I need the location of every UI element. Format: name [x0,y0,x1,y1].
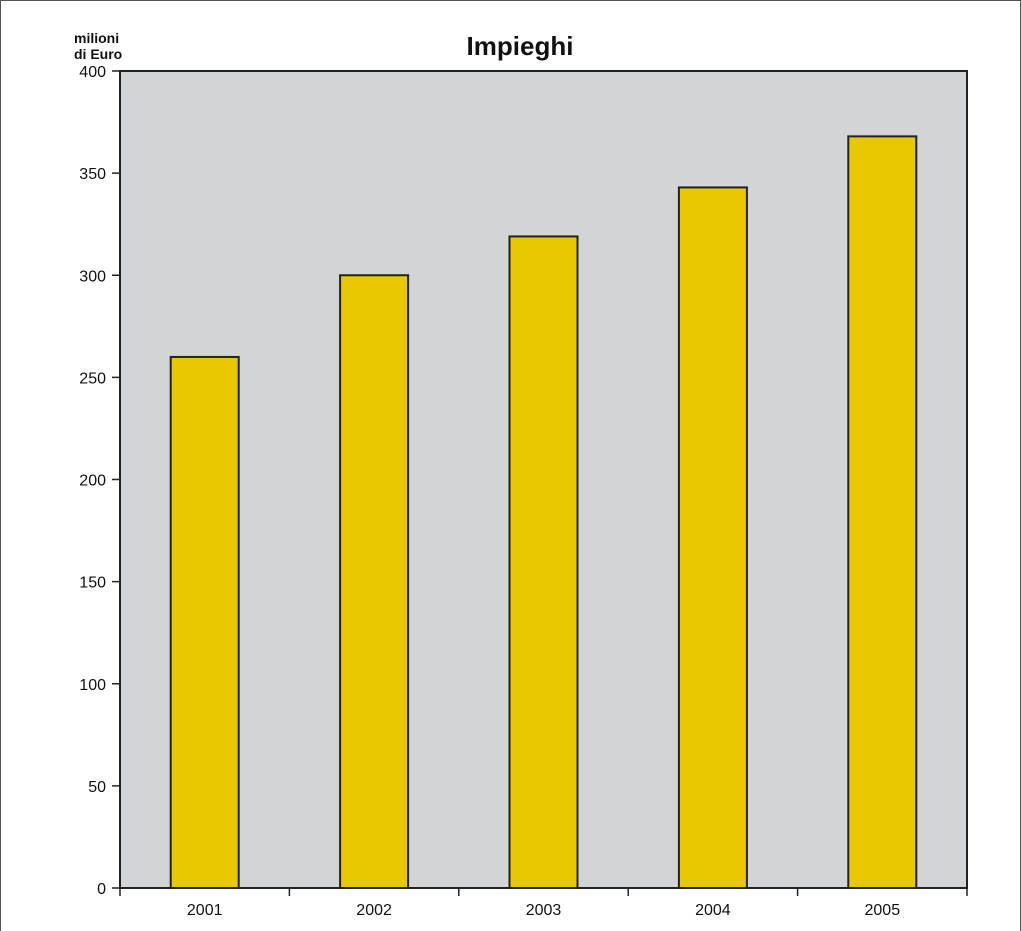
y-axis-unit-line2: di Euro [74,46,122,62]
x-tick-label: 2002 [356,902,392,919]
y-tick-label: 50 [88,779,106,796]
chart-title: Impieghi [467,31,574,61]
y-tick-label: 350 [79,166,106,183]
bars-group [169,135,918,890]
y-axis-unit-line1: milioni [74,30,119,46]
y-tick-label: 400 [79,64,106,81]
y-tick-label: 100 [79,677,106,694]
x-tick-label: 2001 [187,902,223,919]
bar-2005 [847,135,918,890]
y-tick-label: 150 [79,575,106,592]
bar-2004 [677,186,748,890]
x-axis: 2001 2002 2003 2004 2005 [119,888,968,919]
x-tick-label: 2004 [695,902,731,919]
y-tick-label: 0 [97,881,106,898]
bar-2001 [169,355,240,889]
bar-2003 [508,235,579,889]
y-axis: 0 50 100 150 200 250 300 350 400 [79,64,120,898]
x-tick-label: 2003 [526,902,562,919]
x-tick-label: 2005 [865,902,901,919]
y-tick-label: 200 [79,473,106,490]
y-tick-label: 300 [79,268,106,285]
bar-2002 [339,274,410,889]
y-tick-label: 250 [79,370,106,387]
